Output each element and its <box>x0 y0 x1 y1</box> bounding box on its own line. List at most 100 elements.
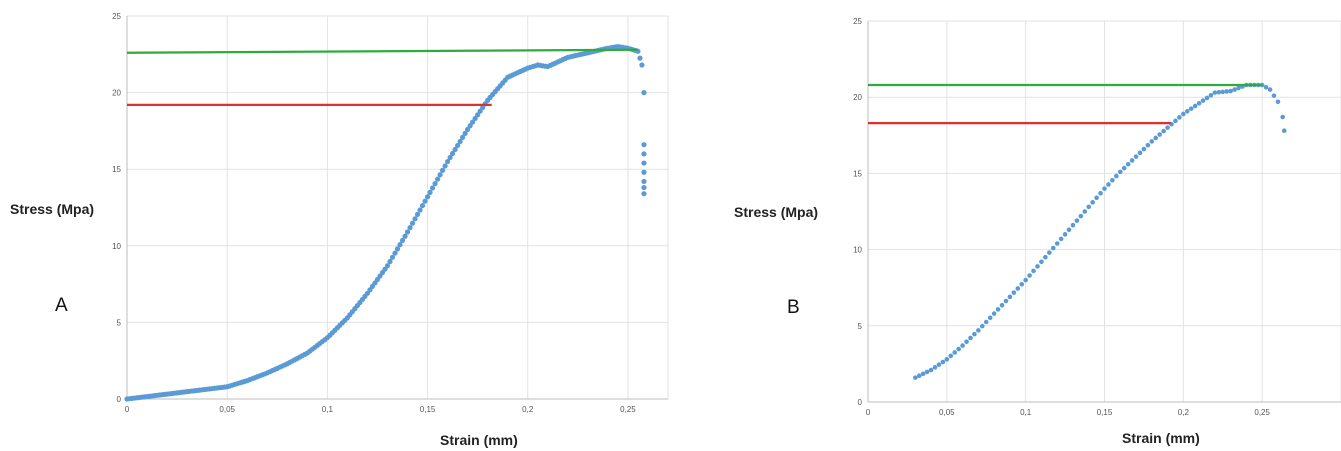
data-point <box>1090 200 1095 205</box>
data-point <box>1031 268 1036 274</box>
data-point <box>936 362 942 367</box>
data-point <box>1114 173 1119 179</box>
data-point <box>1192 103 1198 109</box>
data-point <box>987 315 993 321</box>
data-point <box>928 367 934 373</box>
data-point <box>1047 250 1052 255</box>
chart-panel-a: A Stress (Mpa) Strain (mm) 0 0,05 0,1 0,15 0… <box>10 12 669 448</box>
x-tick-label: 0,15 <box>420 405 436 414</box>
data-point <box>465 126 471 132</box>
data-point <box>641 90 647 96</box>
data-point <box>452 146 458 153</box>
data-point <box>1145 142 1151 148</box>
data-point <box>1224 89 1229 94</box>
y-tick-label: 20 <box>112 89 121 98</box>
data-point <box>940 359 946 365</box>
data-point <box>480 104 486 111</box>
data-point <box>1015 286 1021 291</box>
green-reference-line <box>126 48 638 54</box>
data-point <box>384 263 391 269</box>
data-point <box>1074 218 1080 223</box>
y-tick-label: 0 <box>117 395 122 404</box>
data-point <box>637 55 643 61</box>
data-point <box>956 346 961 352</box>
data-point <box>641 160 647 166</box>
data-point <box>1078 213 1084 219</box>
data-point <box>417 207 423 213</box>
x-tick-label: 0,05 <box>939 408 955 417</box>
y-tick-label: 15 <box>112 165 121 174</box>
data-point <box>976 328 981 333</box>
data-point <box>964 339 969 345</box>
x-tick-label: 0 <box>125 405 130 414</box>
data-point <box>1019 281 1025 287</box>
data-point <box>991 311 997 316</box>
data-point <box>434 176 441 182</box>
data-point <box>1153 135 1159 141</box>
data-point <box>1137 150 1143 156</box>
data-point <box>1220 89 1226 95</box>
data-point <box>1228 88 1233 94</box>
data-point <box>952 350 958 355</box>
data-point <box>1054 241 1060 246</box>
data-point <box>475 112 481 118</box>
data-point <box>407 225 413 231</box>
data-point <box>457 138 463 145</box>
data-point <box>980 323 985 329</box>
data-point <box>477 108 483 114</box>
data-point <box>1027 273 1032 278</box>
data-point <box>1102 186 1107 191</box>
data-point <box>444 158 451 165</box>
x-tick-label: 0 <box>866 408 871 417</box>
data-point <box>1188 106 1194 111</box>
data-point <box>1121 165 1127 171</box>
y-tick-label: 5 <box>858 322 863 331</box>
data-point <box>387 258 393 265</box>
data-point <box>424 194 431 200</box>
data-point <box>1086 204 1092 210</box>
data-point <box>467 123 473 129</box>
data-point <box>1232 87 1237 92</box>
data-point <box>442 163 448 169</box>
data-point <box>462 130 468 136</box>
data-point <box>402 233 408 239</box>
x-tick-label: 0,15 <box>1097 408 1113 417</box>
data-point <box>1110 177 1115 183</box>
data-point <box>1196 100 1202 106</box>
data-point <box>1275 99 1281 105</box>
data-point <box>447 154 453 161</box>
data-point <box>1098 190 1103 196</box>
y-tick-label: 5 <box>117 318 122 327</box>
data-point <box>472 115 478 122</box>
data-point <box>460 134 466 141</box>
data-point <box>450 150 456 157</box>
data-point <box>1281 128 1287 134</box>
y-tick-label: 10 <box>112 242 121 251</box>
data-point <box>1181 111 1186 117</box>
data-point <box>1133 154 1139 159</box>
data-point <box>1070 222 1076 228</box>
data-point <box>392 250 398 256</box>
data-point <box>399 237 406 244</box>
data-point <box>639 62 645 68</box>
data-point <box>429 185 436 191</box>
data-point <box>1007 294 1013 300</box>
data-point <box>1173 118 1178 124</box>
data-point <box>1177 115 1182 120</box>
data-point <box>995 307 1001 312</box>
data-point <box>920 371 926 377</box>
data-point <box>1212 90 1218 95</box>
data-point <box>1141 146 1147 152</box>
data-point <box>932 365 938 370</box>
data-point <box>641 178 647 185</box>
data-point <box>1125 161 1131 167</box>
y-axis-title-a: Stress (Mpa) <box>10 201 94 217</box>
data-point <box>641 169 647 175</box>
data-point <box>427 189 433 195</box>
data-point <box>1023 277 1028 283</box>
data-point <box>1050 245 1056 251</box>
data-point <box>1149 139 1155 144</box>
data-point <box>422 198 428 204</box>
x-tick-label: 0,2 <box>1178 408 1190 417</box>
